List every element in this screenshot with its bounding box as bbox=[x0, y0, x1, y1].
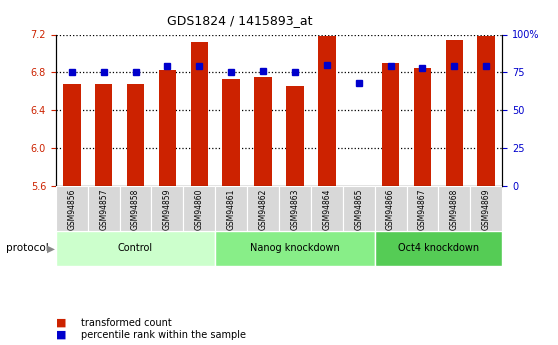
Bar bbox=[407, 186, 439, 231]
Bar bbox=[223, 79, 240, 186]
Text: GSM94869: GSM94869 bbox=[482, 188, 490, 230]
Text: Nanog knockdown: Nanog knockdown bbox=[250, 244, 340, 253]
Text: GSM94865: GSM94865 bbox=[354, 188, 363, 230]
Text: GSM94858: GSM94858 bbox=[131, 188, 140, 230]
Text: GSM94866: GSM94866 bbox=[386, 188, 395, 230]
Text: Oct4 knockdown: Oct4 knockdown bbox=[398, 244, 479, 253]
Bar bbox=[478, 37, 495, 186]
Text: GSM94859: GSM94859 bbox=[163, 188, 172, 230]
Text: ▶: ▶ bbox=[47, 244, 55, 253]
Text: GSM94868: GSM94868 bbox=[450, 188, 459, 230]
Bar bbox=[127, 84, 145, 186]
Bar bbox=[318, 37, 335, 186]
Text: GSM94863: GSM94863 bbox=[291, 188, 300, 230]
Bar bbox=[215, 186, 247, 231]
Bar bbox=[190, 42, 208, 186]
Bar bbox=[446, 40, 463, 186]
Bar bbox=[311, 186, 343, 231]
Text: GSM94856: GSM94856 bbox=[68, 188, 76, 230]
Bar bbox=[286, 86, 304, 186]
Bar bbox=[158, 70, 176, 186]
Text: Control: Control bbox=[118, 244, 153, 253]
Text: transformed count: transformed count bbox=[81, 318, 172, 327]
Bar bbox=[119, 186, 151, 231]
Text: percentile rank within the sample: percentile rank within the sample bbox=[81, 330, 246, 339]
Bar bbox=[413, 68, 431, 186]
Text: GSM94867: GSM94867 bbox=[418, 188, 427, 230]
Bar bbox=[439, 186, 470, 231]
Text: GSM94861: GSM94861 bbox=[227, 188, 235, 230]
Bar bbox=[382, 63, 400, 186]
Bar bbox=[374, 186, 407, 231]
Bar bbox=[279, 186, 311, 231]
Bar bbox=[88, 186, 119, 231]
Text: GSM94860: GSM94860 bbox=[195, 188, 204, 230]
Text: protocol: protocol bbox=[6, 244, 49, 253]
Bar bbox=[254, 77, 272, 186]
Bar bbox=[215, 231, 374, 266]
Bar bbox=[184, 186, 215, 231]
Text: ■: ■ bbox=[56, 318, 66, 327]
Bar bbox=[56, 231, 215, 266]
Text: ■: ■ bbox=[56, 330, 66, 339]
Bar bbox=[350, 186, 368, 190]
Bar bbox=[247, 186, 279, 231]
Text: GSM94862: GSM94862 bbox=[258, 188, 267, 230]
Bar bbox=[95, 84, 112, 186]
Text: GDS1824 / 1415893_at: GDS1824 / 1415893_at bbox=[167, 14, 312, 27]
Bar bbox=[151, 186, 184, 231]
Bar bbox=[56, 186, 88, 231]
Bar bbox=[343, 186, 374, 231]
Text: GSM94864: GSM94864 bbox=[323, 188, 331, 230]
Text: GSM94857: GSM94857 bbox=[99, 188, 108, 230]
Bar bbox=[470, 186, 502, 231]
Bar bbox=[63, 84, 80, 186]
Bar bbox=[374, 231, 502, 266]
